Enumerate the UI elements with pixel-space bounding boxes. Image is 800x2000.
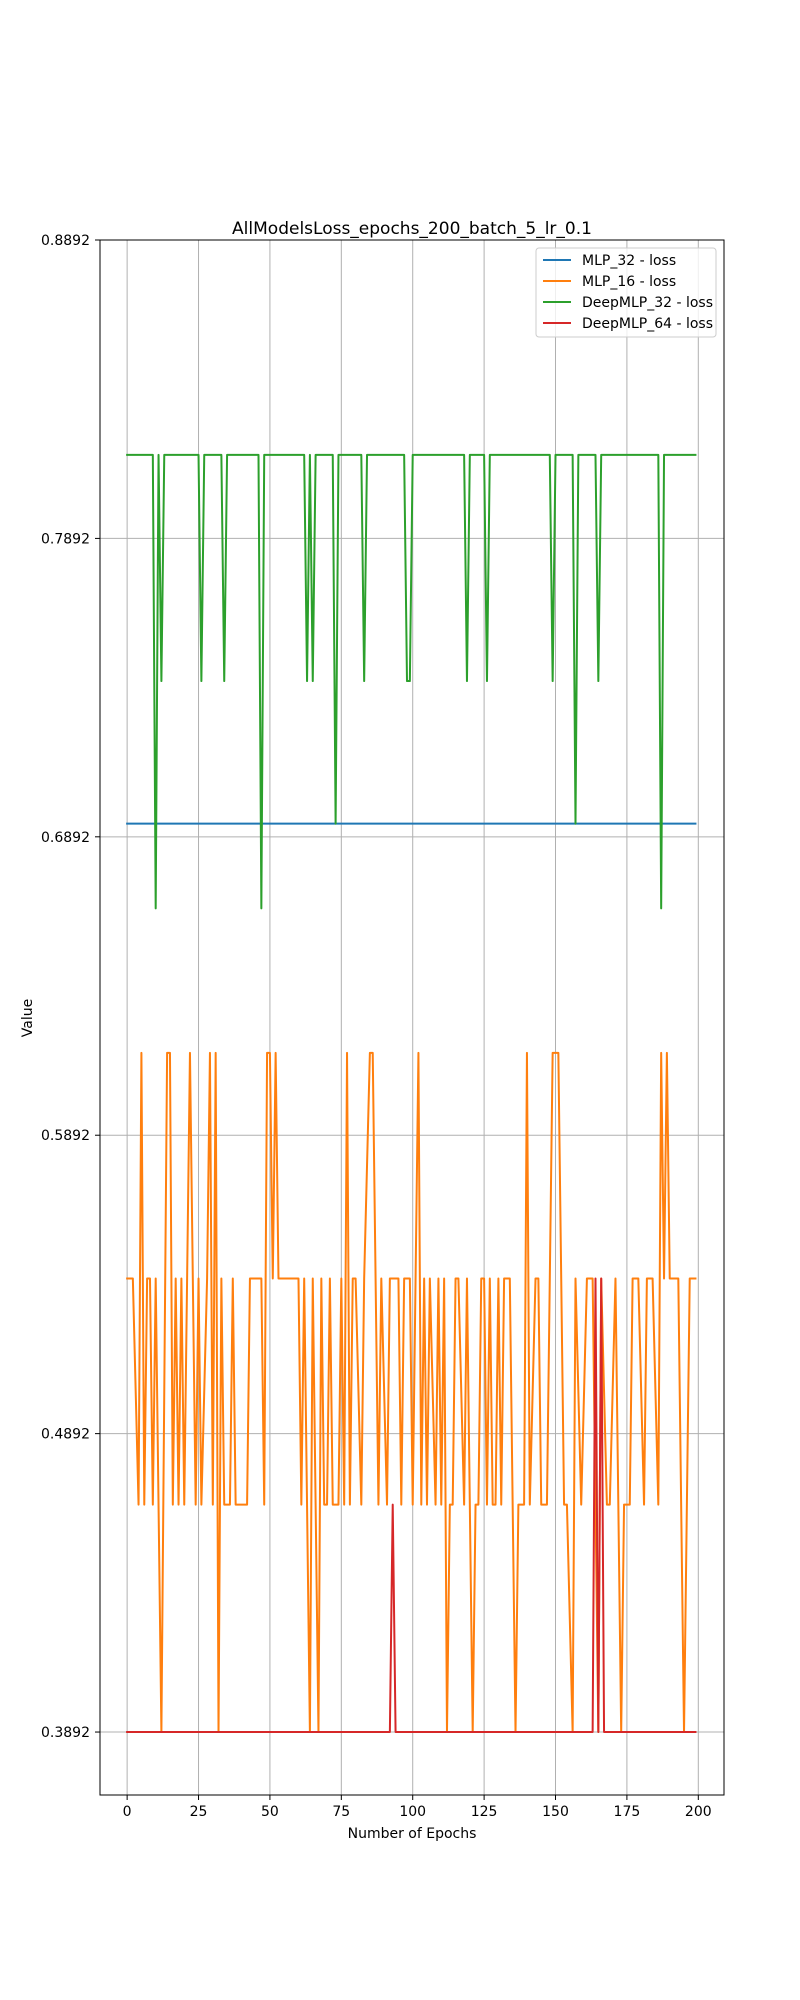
legend-label: MLP_16 - loss (582, 274, 676, 290)
y-tick-label: 0.5892 (41, 1128, 90, 1144)
y-tick-label: 0.7892 (41, 531, 90, 547)
y-axis-label: Value (20, 999, 36, 1037)
x-tick-label: 150 (542, 1804, 569, 1820)
x-axis-ticks: 0 25 50 75 100 125 150 175 200 (123, 1795, 712, 1820)
y-tick-label: 0.4892 (41, 1427, 90, 1443)
legend-label: DeepMLP_64 - loss (582, 316, 713, 332)
series-line-mlp-16-loss (126, 1051, 697, 1734)
x-tick-label: 100 (399, 1804, 426, 1820)
legend-label: MLP_32 - loss (582, 253, 676, 269)
y-axis-ticks: 0.3892 0.4892 0.5892 0.6892 0.7892 0.8892 (41, 233, 100, 1741)
data-series (126, 453, 697, 1734)
x-tick-label: 175 (614, 1804, 641, 1820)
x-tick-label: 75 (332, 1804, 350, 1820)
series-line-deepmlp-64-loss (126, 1277, 697, 1734)
y-tick-label: 0.6892 (41, 830, 90, 846)
legend: MLP_32 - loss MLP_16 - loss DeepMLP_32 - l… (535, 247, 717, 338)
x-tick-label: 125 (471, 1804, 498, 1820)
x-tick-label: 25 (190, 1804, 208, 1820)
y-tick-label: 0.8892 (41, 233, 90, 249)
chart-title: AllModelsLoss_epochs_200_batch_5_lr_0.1 (232, 219, 592, 239)
x-tick-label: 0 (123, 1804, 132, 1820)
series-line-deepmlp-32-loss (126, 453, 697, 910)
plot-frame (99, 239, 725, 1796)
legend-label: DeepMLP_32 - loss (582, 295, 713, 311)
y-tick-label: 0.3892 (41, 1725, 90, 1741)
legend-box (535, 247, 717, 338)
x-tick-label: 50 (261, 1804, 279, 1820)
x-tick-label: 200 (685, 1804, 712, 1820)
x-axis-label: Number of Epochs (348, 1826, 477, 1842)
